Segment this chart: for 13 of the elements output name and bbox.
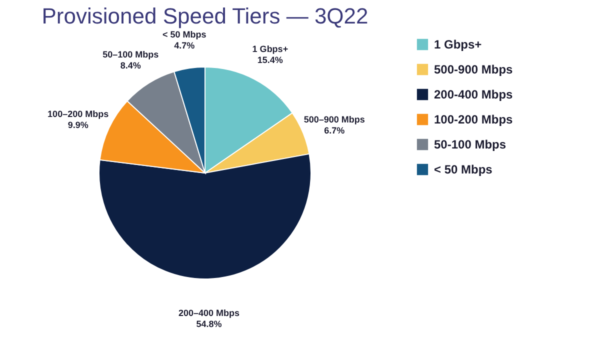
data-label: 50–100 Mbps 8.4% xyxy=(102,49,159,70)
legend-label: 50-100 Mbps xyxy=(434,138,506,152)
legend-label: 500-900 Mbps xyxy=(434,62,514,76)
legend-label: 100-200 Mbps xyxy=(434,112,514,126)
legend-label: 1 Gbps+ xyxy=(434,38,482,52)
legend-label: < 50 Mbps xyxy=(434,162,493,176)
data-label: 500–900 Mbps 6.7% xyxy=(304,114,365,136)
data-label: 200–400 Mbps 54.8% xyxy=(178,308,240,329)
data-label: 1 Gbps+ 15.4% xyxy=(252,44,288,66)
chart-title: Provisioned Speed Tiers — 3Q22 xyxy=(42,4,368,29)
data-label: 100–200 Mbps 9.9% xyxy=(48,108,109,130)
legend-label: 200-400 Mbps xyxy=(434,88,514,102)
data-label: < 50 Mbps 4.7% xyxy=(162,30,206,51)
